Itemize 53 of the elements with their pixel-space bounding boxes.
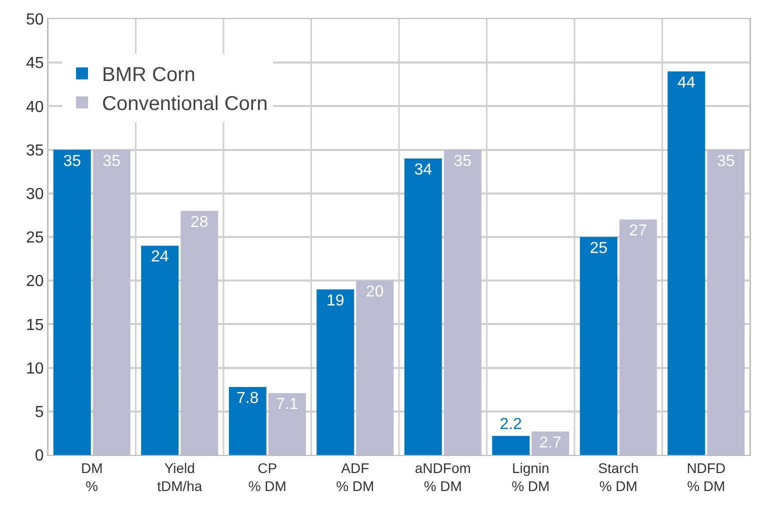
x-tick-label: Lignin % DM [512, 460, 550, 494]
data-label: 44 [677, 74, 696, 92]
bar [92, 150, 130, 455]
data-label: 35 [102, 152, 121, 170]
bar [180, 210, 218, 455]
x-tick-label: aNDFom % DM [414, 460, 471, 494]
legend-label: Conventional Corn [102, 93, 268, 116]
bar [141, 246, 179, 455]
y-tick-label: 10 [26, 360, 44, 378]
y-tick-label: 30 [26, 186, 44, 203]
bar [404, 158, 442, 455]
y-tick-label: 5 [34, 404, 44, 421]
data-label: 35 [454, 152, 472, 170]
y-tick-label: 20 [26, 273, 44, 290]
x-tick-label: DM % [80, 460, 103, 494]
y-tick-label: 0 [34, 448, 44, 465]
data-label: 28 [190, 214, 208, 231]
bar [268, 393, 306, 455]
x-tick-label: CP % DM [248, 460, 286, 494]
data-label: 25 [590, 240, 608, 257]
data-label: 19 [326, 292, 344, 310]
x-tick-label: Yield tDM/ha [157, 460, 202, 494]
data-label: 24 [150, 248, 169, 266]
data-label: 35 [716, 152, 735, 170]
bar [444, 150, 482, 455]
data-label: 7.8 [236, 390, 259, 407]
y-tick-label: 35 [26, 142, 44, 160]
data-label: 20 [366, 284, 384, 301]
bar [668, 71, 706, 455]
bar [492, 436, 530, 455]
bar [356, 280, 394, 455]
data-label: 7.1 [276, 396, 298, 414]
data-label: 2.2 [500, 416, 522, 433]
data-label: 2.7 [539, 434, 562, 452]
bar [316, 289, 354, 455]
x-tick-label: NDFD % DM [686, 460, 726, 494]
x-tick-label: ADF % DM [336, 460, 374, 494]
data-label: 27 [629, 222, 648, 240]
x-tick-label: Starch % DM [598, 460, 639, 494]
bar [707, 150, 745, 455]
bar [580, 237, 618, 455]
y-tick-label: 50 [26, 12, 44, 29]
data-label: 34 [414, 162, 432, 179]
bar [532, 431, 570, 455]
y-tick-label: 25 [26, 230, 44, 247]
y-tick-label: 45 [26, 55, 44, 72]
data-label: 35 [63, 152, 82, 170]
bar [619, 220, 657, 455]
y-tick-label: 15 [26, 316, 44, 334]
y-tick-label: 40 [26, 98, 44, 116]
bar [228, 386, 266, 455]
bar [53, 150, 91, 455]
legend-label: BMR Corn [102, 64, 196, 86]
